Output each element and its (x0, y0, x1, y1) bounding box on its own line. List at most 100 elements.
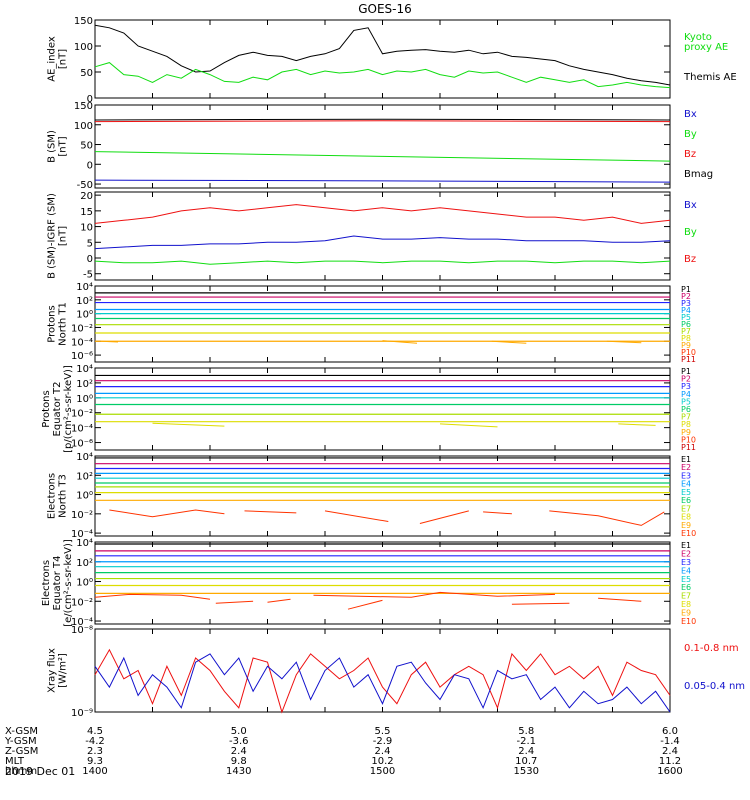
legend-p2: P2 (681, 292, 691, 301)
legend-p11: P11 (681, 355, 696, 364)
ephemeris-value: -2.9 (373, 736, 393, 747)
y-axis-label-line: Xray flux (47, 648, 58, 693)
channel-fragment-e10 (94, 593, 211, 600)
ephemeris-value: 1500 (370, 766, 395, 777)
ephemeris-value: 1430 (226, 766, 251, 777)
legend-p4: P4 (681, 306, 691, 315)
panel-frame (94, 541, 671, 625)
y-axis-label-line: [e/(cm²-s-sr-keV)] (63, 539, 74, 627)
legend-e8: E8 (681, 513, 691, 522)
ephemeris-value: 2.4 (231, 746, 247, 757)
panel-frame (94, 19, 671, 99)
ephemeris-row-label: Z-GSM (5, 746, 38, 757)
channel-fragment-p8 (152, 422, 225, 427)
channel-fragment-p8 (618, 423, 656, 426)
legend-e7: E7 (681, 592, 691, 601)
channel-fragment-p9 (382, 340, 418, 344)
y-tick-label: 10⁻⁶ (71, 439, 93, 450)
ephemeris-value: 2.4 (518, 746, 534, 757)
ephemeris-value: 1530 (514, 766, 539, 777)
y-tick-label: 20 (80, 191, 93, 202)
ephemeris-value: 5.5 (375, 726, 391, 737)
channel-fragment-e10 (313, 591, 556, 598)
legend-item: Bz (684, 149, 696, 160)
ephemeris-value: 1600 (657, 766, 682, 777)
legend-e5: E5 (681, 488, 691, 497)
legend-p9: P9 (681, 341, 691, 350)
ephemeris-value: 9.3 (87, 756, 103, 767)
legend-e4: E4 (681, 566, 691, 575)
y-tick-label: 100 (74, 42, 93, 53)
y-axis-label-line: AE_index (47, 36, 58, 82)
y-tick-label: 10⁻² (71, 597, 93, 608)
ephemeris-value: 2.4 (662, 746, 678, 757)
series-line-kyoto-proxy-ae (94, 62, 671, 89)
legend-item: By (684, 227, 697, 238)
y-tick-label: 10⁻² (71, 323, 93, 334)
legend-e9: E9 (681, 521, 691, 530)
legend-p5: P5 (681, 313, 691, 322)
y-tick-label: 10⁻⁶ (71, 351, 93, 362)
y-axis-label-line: Equator T2 (52, 382, 63, 437)
y-axis-label-line: Protons (47, 305, 58, 342)
y-axis-label-line: B (SM)-IGRF (SM) (47, 193, 58, 279)
panel-frame (94, 628, 671, 713)
y-tick-label: 0 (87, 254, 93, 265)
legend-e9: E9 (681, 609, 691, 618)
y-tick-label: 10⁰ (76, 394, 93, 405)
y-axis-label-line: [p/(cm²-s-sr-keV)] (63, 365, 74, 453)
legend-e10: E10 (681, 617, 696, 626)
ephemeris-value: 1400 (82, 766, 107, 777)
plot-title: GOES-16 (358, 2, 412, 16)
legend-item: Bmag (684, 169, 713, 180)
legend-e7: E7 (681, 504, 691, 513)
ephemeris-value: 6.0 (662, 726, 678, 737)
ephemeris-value: 11.2 (659, 756, 681, 767)
y-tick-label: 10⁻⁹ (71, 708, 93, 719)
y-tick-label: 10⁻⁴ (71, 424, 93, 435)
y-tick-label: 10² (76, 558, 93, 569)
y-axis-label: B (SM)[nT] (47, 130, 69, 163)
y-axis-label-line: Equator T4 (52, 556, 63, 611)
legend-e3: E3 (681, 558, 691, 567)
channel-fragment-e10 (549, 510, 665, 526)
y-tick-label: 10⁴ (76, 452, 93, 463)
channel-fragment-e10 (215, 600, 254, 604)
y-tick-label: 0 (87, 160, 93, 171)
legend-item: By (684, 129, 697, 140)
channel-fragment-e10 (598, 597, 642, 602)
channel-fragment-p9 (606, 340, 642, 344)
ephemeris-value: 9.8 (231, 756, 247, 767)
legend-p3: P3 (681, 299, 691, 308)
ephemeris-value: -3.6 (229, 736, 249, 747)
y-axis-label-line: North T3 (58, 474, 69, 518)
ephemeris-value: 2.4 (375, 746, 391, 757)
series-line-themis-ae (94, 24, 671, 86)
ephemeris-row-label: hhmm (5, 766, 37, 777)
channel-fragment-e10 (244, 510, 297, 514)
y-tick-label: 10⁻⁴ (71, 337, 93, 348)
y-axis-label-line: North T1 (58, 302, 69, 346)
legend-p10: P10 (681, 435, 696, 444)
legend-e8: E8 (681, 600, 691, 609)
y-tick-label: 10⁻² (71, 409, 93, 420)
y-tick-label: 50 (80, 68, 93, 79)
legend-item: proxy AE (684, 42, 728, 53)
legend-p6: P6 (681, 405, 691, 414)
y-tick-label: 10⁻⁴ (71, 529, 93, 540)
channel-fragment-e10 (267, 598, 291, 603)
channel-fragment-e10 (511, 602, 570, 605)
y-tick-label: 5 (87, 238, 93, 249)
y-axis-label: ElectronsNorth T3 (47, 473, 69, 519)
channel-fragment-p9 (100, 340, 119, 343)
date-label: 2019 Dec 01 (5, 765, 75, 778)
y-axis-label-line: Electrons (41, 560, 52, 606)
legend-item: 0.05-0.4 nm (684, 681, 745, 692)
y-tick-label: 100 (74, 121, 93, 132)
y-tick-label: 0 (87, 94, 93, 105)
legend-p10: P10 (681, 348, 696, 357)
